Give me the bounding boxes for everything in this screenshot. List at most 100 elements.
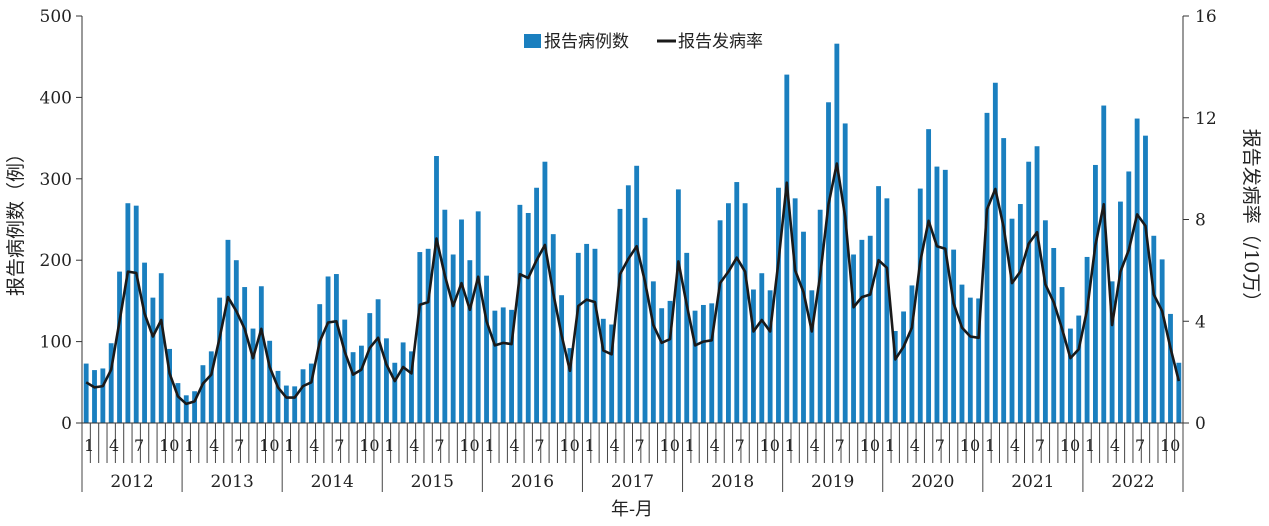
bar: [525, 212, 531, 423]
month-label: 10: [159, 436, 179, 455]
bar: [692, 310, 698, 423]
bar: [375, 299, 381, 423]
bar: [467, 260, 473, 423]
month-label: 4: [1010, 436, 1020, 455]
y-axis-label-right: 报告发病率（/10万）: [1240, 129, 1262, 312]
bar: [934, 166, 940, 423]
x-axis-label: 年-月: [611, 499, 653, 520]
bar: [142, 262, 147, 423]
legend: 报告病例数 报告发病率: [524, 32, 763, 52]
bar: [1151, 235, 1157, 423]
bar: [400, 342, 406, 423]
month-label: 4: [609, 436, 619, 455]
bar: [517, 204, 523, 423]
bar: [542, 161, 548, 423]
bar: [217, 297, 223, 423]
legend-bar-label: 报告病例数: [544, 32, 629, 52]
year-label: 2014: [311, 472, 354, 492]
bar: [559, 295, 565, 423]
bar-series: [83, 43, 1182, 424]
bar: [1034, 146, 1040, 424]
bar: [575, 252, 581, 423]
month-label: 10: [559, 436, 579, 455]
bar: [650, 281, 656, 423]
month-label: 7: [735, 436, 745, 455]
month-label: 4: [710, 436, 720, 455]
bar: [1009, 218, 1015, 423]
bar: [492, 310, 498, 423]
bar: [1093, 164, 1098, 423]
bar: [1109, 281, 1115, 423]
month-label: 1: [885, 436, 895, 455]
month-label: 10: [1060, 436, 1080, 455]
y-tick-label-left: 100: [40, 333, 72, 353]
bar: [233, 260, 239, 423]
month-label: 1: [184, 436, 194, 455]
month-label: 1: [785, 436, 795, 455]
bar: [909, 285, 915, 423]
bar: [300, 369, 306, 423]
month-label: 7: [635, 436, 645, 455]
bar: [684, 252, 690, 423]
month-label: 7: [234, 436, 244, 455]
bar: [283, 385, 289, 423]
bar: [776, 187, 781, 423]
bar: [267, 340, 273, 423]
month-label: 10: [359, 436, 379, 455]
bar: [792, 198, 798, 423]
bar: [926, 129, 932, 423]
bar: [884, 198, 890, 423]
bar: [292, 386, 298, 423]
bar: [826, 102, 831, 423]
month-label: 4: [409, 436, 419, 455]
bar: [500, 307, 506, 423]
bar: [92, 370, 97, 423]
bar: [100, 368, 106, 423]
bar: [642, 217, 648, 423]
bar: [700, 304, 706, 423]
month-label: 10: [459, 436, 479, 455]
bar: [842, 123, 848, 423]
bar: [550, 234, 556, 423]
month-label: 10: [760, 436, 780, 455]
bar: [917, 188, 923, 423]
month-label: 4: [309, 436, 319, 455]
bar: [200, 365, 206, 423]
bar: [609, 324, 615, 423]
bar: [1101, 105, 1107, 423]
bar: [417, 252, 423, 423]
bar: [384, 338, 389, 423]
bar: [1118, 201, 1123, 423]
bar: [442, 209, 448, 423]
month-label: 10: [860, 436, 880, 455]
y-tick-label-right: 0: [1195, 414, 1206, 434]
year-label: 2013: [211, 472, 254, 492]
month-label: 10: [660, 436, 680, 455]
bar: [1143, 135, 1148, 423]
year-label: 2020: [911, 472, 954, 492]
axes: [76, 15, 1189, 492]
bar: [83, 363, 89, 423]
y-tick-label-right: 16: [1195, 7, 1217, 27]
bar: [258, 286, 264, 423]
bar: [367, 313, 373, 423]
bar: [659, 308, 665, 423]
bar: [1076, 315, 1082, 423]
bar: [892, 331, 898, 423]
month-label: 1: [685, 436, 695, 455]
bar: [434, 156, 439, 423]
legend-line-label: 报告发病率: [678, 32, 763, 52]
month-label: 1: [1085, 436, 1095, 455]
bar: [484, 275, 489, 423]
bar: [901, 311, 906, 423]
year-label: 2017: [611, 472, 654, 492]
bar: [625, 185, 631, 423]
bar: [450, 254, 456, 423]
month-label: 1: [384, 436, 394, 455]
bar: [1126, 171, 1132, 423]
bar: [751, 289, 756, 423]
year-label: 2015: [411, 472, 454, 492]
bar: [409, 351, 414, 423]
month-label: 7: [534, 436, 544, 455]
